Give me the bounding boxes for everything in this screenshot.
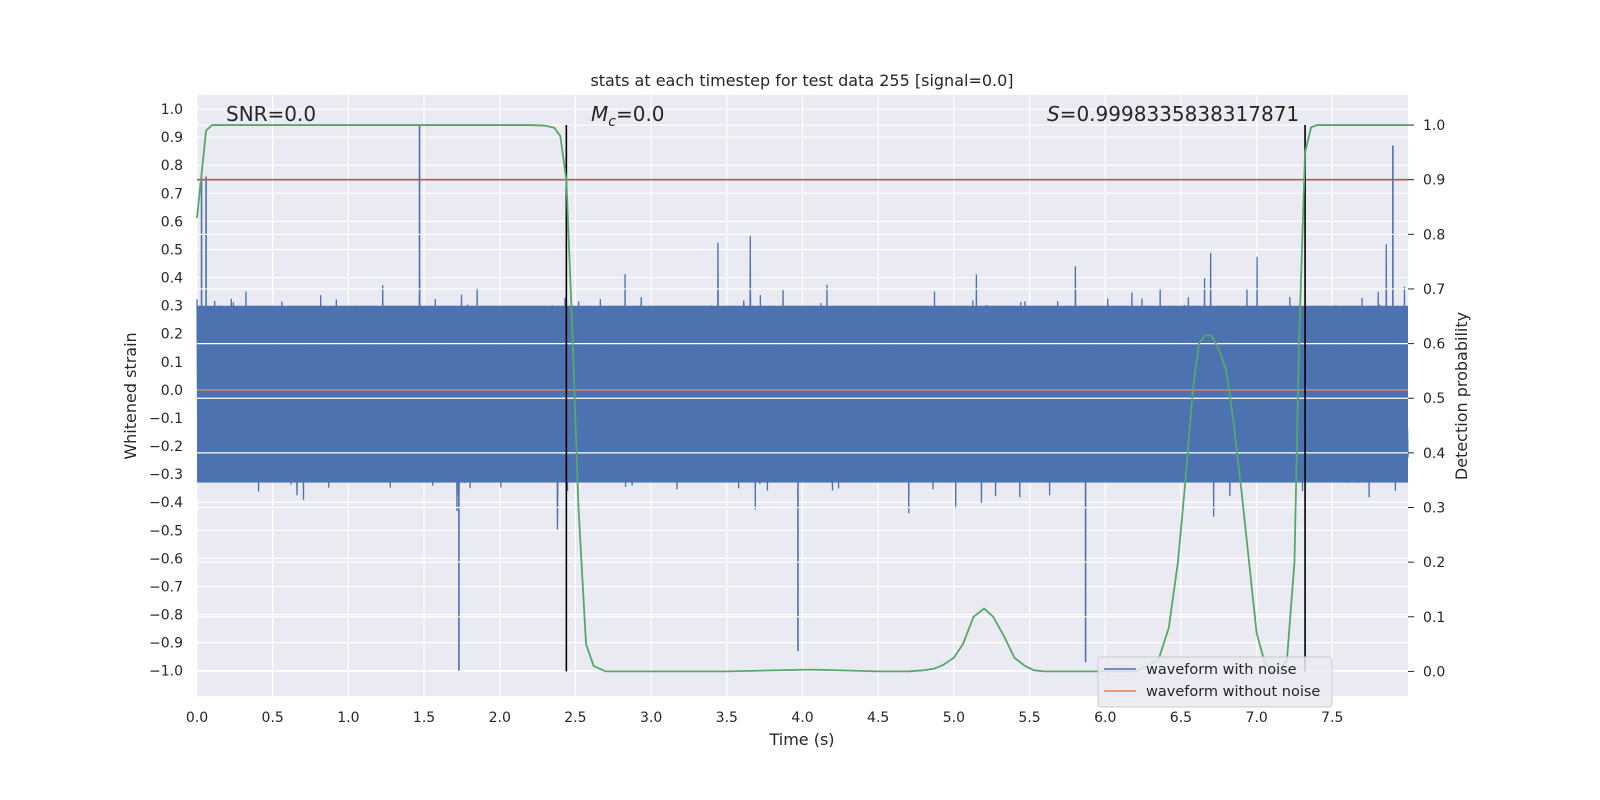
score-annotation: S=0.9998335838317871 <box>1047 102 1299 126</box>
legend-label-clean: waveform without noise <box>1146 684 1320 700</box>
y-left-tick-label: 0.3 <box>161 299 183 315</box>
y-left-tick-label: 0.0 <box>161 383 183 399</box>
legend: waveform with noise waveform without noi… <box>1097 656 1333 708</box>
legend-label-noise: waveform with noise <box>1146 662 1297 678</box>
y-right-tick-label: 0.9 <box>1423 173 1445 189</box>
y-left-tick-label: 0.9 <box>161 130 183 146</box>
y-right-tick-label: 0.6 <box>1423 337 1445 353</box>
y-axis-label-right: Detection probability <box>1452 312 1471 480</box>
x-tick-label: 4.0 <box>791 710 813 726</box>
y-left-tick-label: 0.8 <box>161 158 183 174</box>
x-tick-label: 1.0 <box>337 710 359 726</box>
y-left-tick-label: 0.5 <box>161 242 183 258</box>
y-left-tick-label: −0.9 <box>149 636 183 652</box>
y-right-tick-label: 0.2 <box>1423 555 1445 571</box>
x-tick-label: 3.0 <box>640 710 662 726</box>
detection-probability-line <box>196 124 1408 673</box>
y-left-tick-label: −0.1 <box>149 411 183 427</box>
y-left-tick-label: −0.3 <box>149 467 183 483</box>
y-right-tick-label: 0.3 <box>1423 501 1445 517</box>
x-tick-label: 0.0 <box>186 710 208 726</box>
y-left-tick-label: −0.6 <box>149 551 183 567</box>
y-left-tick-label: 0.4 <box>161 271 183 287</box>
x-tick-label: 0.5 <box>262 710 284 726</box>
y-left-tick-label: −1.0 <box>149 664 183 680</box>
y-right-tick-label: 1.0 <box>1423 118 1445 134</box>
y-left-tick-label: −0.4 <box>149 495 183 511</box>
x-tick-label: 5.5 <box>1018 710 1040 726</box>
y-left-tick-label: 0.2 <box>161 327 183 343</box>
x-tick-label: 4.5 <box>867 710 889 726</box>
x-tick-label: 2.0 <box>489 710 511 726</box>
y-left-tick-label: 0.1 <box>161 355 183 371</box>
y-right-tick-label: 0.7 <box>1423 282 1445 298</box>
x-tick-label: 1.5 <box>413 710 435 726</box>
legend-box <box>1097 656 1333 708</box>
y-right-tick-label: 0.5 <box>1423 391 1445 407</box>
x-tick-label: 6.5 <box>1170 710 1192 726</box>
y-right-tick-label: 0.0 <box>1423 664 1445 680</box>
y-left-tick-label: −0.2 <box>149 439 183 455</box>
x-tick-label: 6.0 <box>1094 710 1116 726</box>
right-axis-ticks: 1.0 0.9 0.8 0.7 0.6 0.5 0.4 0.3 0.2 0.1 0.0 <box>1408 118 1445 680</box>
x-tick-label: 2.5 <box>564 710 586 726</box>
noise-trace <box>196 236 1409 530</box>
y-right-tick-label: 0.4 <box>1423 446 1445 462</box>
x-tick-label: 7.5 <box>1321 710 1343 726</box>
x-tick-label: 7.0 <box>1245 710 1267 726</box>
series-lines <box>196 124 1408 673</box>
y-axis-label-left: Whitened strain <box>121 332 140 459</box>
x-tick-label: 5.0 <box>943 710 965 726</box>
y-left-tick-label: 0.7 <box>161 186 183 202</box>
y-left-tick-label: −0.7 <box>149 579 183 595</box>
chart-title: stats at each timestep for test data 255… <box>590 71 1013 90</box>
y-left-tick-label: −0.5 <box>149 523 183 539</box>
y-right-tick-label: 0.8 <box>1423 227 1445 243</box>
snr-annotation: SNR=0.0 <box>226 102 316 126</box>
x-tick-label: 3.5 <box>716 710 738 726</box>
chirp-mass-annotation: Mc=0.0 <box>591 102 665 130</box>
x-axis-label: Time (s) <box>768 730 834 749</box>
y-left-tick-label: −0.8 <box>149 608 183 624</box>
left-axis-ticks: 1.0 0.9 0.8 0.7 0.6 0.5 0.4 0.3 0.2 0.1 0.0 −0.1 −0.… <box>149 102 183 680</box>
y-right-tick-label: 0.1 <box>1423 610 1445 626</box>
x-axis-ticks: 0.0 0.5 1.0 1.5 2.0 2.5 3.0 3.5 4.0 4.5 5.0 5.5 6.0 6… <box>186 710 1344 726</box>
y-left-tick-label: 0.6 <box>161 214 183 230</box>
y-left-tick-label: 1.0 <box>161 102 183 118</box>
